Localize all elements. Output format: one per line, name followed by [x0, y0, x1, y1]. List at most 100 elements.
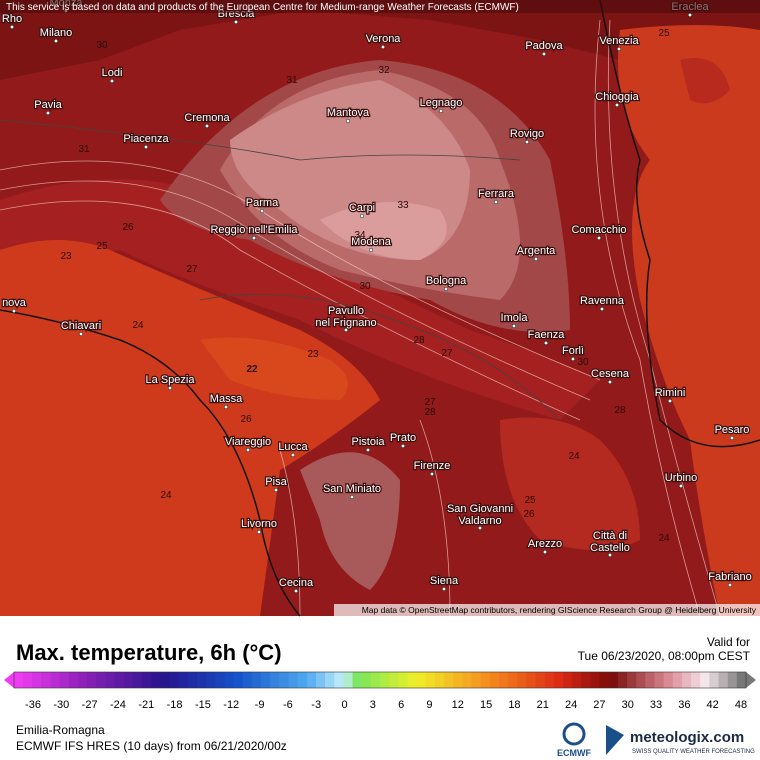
city-dot [441, 586, 447, 592]
colorbar-swatch [251, 672, 262, 688]
city-dot [596, 235, 602, 241]
colorbar-swatch [636, 672, 646, 688]
colorbar-swatch [663, 672, 674, 688]
border [0, 119, 561, 421]
contour-label: 30 [359, 281, 371, 292]
colorbar-swatch [526, 672, 537, 688]
colorbar-swatch [297, 672, 308, 688]
city-label: Rho [2, 13, 22, 25]
colorbar-swatch [187, 672, 198, 688]
colorbar-swatch [306, 672, 317, 688]
colorbar-swatch [398, 672, 408, 688]
colorbar-tick-label: -15 [195, 699, 211, 711]
city-label: Carpi [349, 202, 375, 214]
city-label: Chioggia [595, 91, 639, 103]
city-dot [543, 340, 549, 346]
colorbar-swatch [462, 672, 472, 688]
city-dot [541, 51, 547, 57]
west-core [200, 337, 348, 400]
city-label: Pavia [34, 99, 62, 111]
colorbar-swatch [151, 672, 161, 688]
colorbar-swatch [334, 672, 344, 688]
colorbar-tick-label: -24 [110, 699, 126, 711]
colorbar-tick-label: -3 [311, 699, 321, 711]
city-dot [251, 235, 257, 241]
colorbar-swatch [59, 672, 70, 688]
city-dot [143, 144, 149, 150]
city-label: Verona [366, 33, 402, 45]
colorbar-swatch [380, 672, 390, 688]
meteologix-icon [606, 725, 624, 755]
region: Emilia-Romagna [16, 723, 105, 737]
colorbar-swatch [480, 672, 491, 688]
colorbar-swatch [590, 672, 601, 688]
colorbar-swatch [389, 672, 399, 688]
contour-label: 24 [160, 490, 172, 501]
colorbar-tick-label: 33 [650, 699, 662, 711]
colorbar-swatch [553, 672, 564, 688]
colorbar-swatch [654, 672, 665, 688]
attribution-bg [334, 604, 760, 616]
colorbar-swatch [270, 672, 280, 688]
map: Map data © OpenStreetMap contributors, r… [0, 0, 760, 617]
colorbar-swatch [489, 672, 500, 688]
colorbar-swatch [517, 672, 527, 688]
contour-label: 23 [60, 251, 72, 262]
colorbar-swatch [581, 672, 591, 688]
city-dot [570, 356, 576, 362]
colorbar-swatch [508, 672, 518, 688]
colorbar-swatch [68, 672, 79, 688]
valid-time: Tue 06/23/2020, 08:00pm CEST [578, 649, 751, 663]
colorbar-swatch [197, 672, 207, 688]
colorbar-tick-label: 21 [537, 699, 549, 711]
colorbar-tick-label: 24 [565, 699, 577, 711]
colorbar-tick-label: -6 [283, 699, 293, 711]
colorbar-swatch [425, 672, 436, 688]
city-dot [345, 118, 351, 124]
contour-label: 28 [424, 407, 436, 418]
colorbar-swatch [160, 672, 171, 688]
city-label: Livorno [241, 518, 277, 530]
city-label: Pisa [265, 476, 287, 488]
colorbar-swatch [572, 672, 582, 688]
colorbar-tick-label: -27 [82, 699, 98, 711]
colorbar-swatch [343, 672, 354, 688]
colorbar-swatch [361, 672, 372, 688]
colorbar-swatch [617, 672, 628, 688]
colorbar-swatch [32, 672, 42, 688]
colorbar-swatch [132, 672, 143, 688]
colorbar-swatch [96, 672, 106, 688]
city-dot [438, 108, 444, 114]
colorbar-swatch [123, 672, 134, 688]
city-label: Piacenza [123, 133, 169, 145]
city-label: Rimini [655, 387, 686, 399]
colorbar-tick-label: 3 [370, 699, 376, 711]
city-label: Ferrara [478, 188, 515, 200]
colorbar-tick-label: -12 [223, 699, 239, 711]
contour-label: 30 [577, 357, 589, 368]
city-label: Bologna [426, 275, 467, 287]
city-label: Venezia [599, 35, 639, 47]
city-label: Fabriano [708, 571, 751, 583]
contour-label: 32 [378, 65, 390, 76]
city-dot [542, 549, 548, 555]
city-dot [368, 247, 374, 253]
colorbar-swatch [471, 672, 482, 688]
colorbar-swatch [453, 672, 463, 688]
city-dot [443, 286, 449, 292]
city-label: Cesena [591, 368, 630, 380]
colorbar-swatch [727, 672, 738, 688]
colorbar-swatch [645, 672, 655, 688]
city-label: San Miniato [323, 483, 381, 495]
attribution: Map data © OpenStreetMap contributors, r… [362, 605, 757, 615]
city-dot [678, 483, 684, 489]
city-label: Milano [40, 27, 72, 39]
city-dot [349, 494, 355, 500]
city-dot [429, 471, 435, 477]
city-label: La Spezia [146, 374, 196, 386]
contour-label: 25 [658, 28, 670, 39]
city-dot [524, 139, 530, 145]
colorbar-swatch [78, 672, 88, 688]
colorbar-swatch [700, 672, 710, 688]
city-dot [223, 404, 229, 410]
